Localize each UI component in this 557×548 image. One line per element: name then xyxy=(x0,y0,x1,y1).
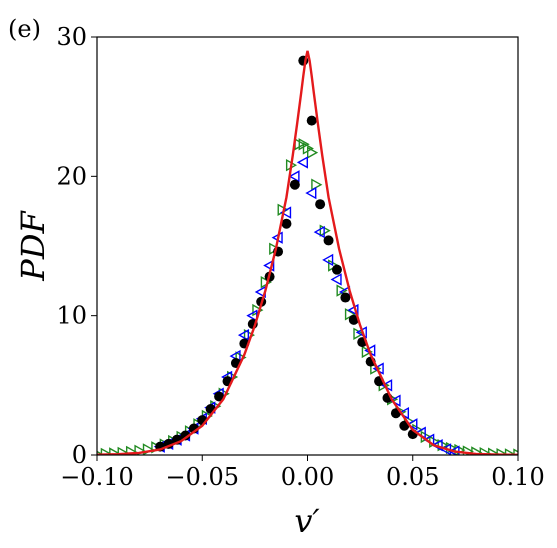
data-point-circle xyxy=(340,292,351,303)
y-tick-label: 0 xyxy=(72,441,87,469)
panel-label: (e) xyxy=(8,15,41,43)
data-point-circle xyxy=(281,218,292,229)
data-point-left-triangle xyxy=(288,170,300,183)
data-point-left-triangle xyxy=(237,328,250,342)
y-axis-label: PDF xyxy=(14,210,52,282)
data-point-right-triangle xyxy=(454,443,466,455)
y-tick-label: 10 xyxy=(56,302,87,330)
x-axis-label: v′ xyxy=(294,502,320,540)
y-tick-label: 30 xyxy=(56,23,87,51)
data-point-left-triangle xyxy=(280,206,292,219)
data-point-circle xyxy=(180,430,191,441)
data-point-left-triangle xyxy=(406,418,418,431)
data-point-circle xyxy=(306,115,317,126)
x-tick-label: 0.00 xyxy=(281,463,334,491)
data-point-circle xyxy=(214,391,225,402)
model-curve xyxy=(97,50,518,455)
x-tick-label: −0.05 xyxy=(165,463,239,491)
data-point-right-triangle xyxy=(117,446,129,455)
data-point-right-triangle xyxy=(311,178,323,191)
data-point-left-triangle xyxy=(305,186,317,200)
data-point-right-triangle xyxy=(243,328,256,342)
data-point-left-triangle xyxy=(347,303,359,317)
data-point-circle xyxy=(331,264,342,275)
data-point-circle xyxy=(289,179,300,190)
data-point-left-triangle xyxy=(263,259,275,272)
x-tick-label: 0.05 xyxy=(386,463,439,491)
data-point-right-triangle xyxy=(134,444,146,455)
y-tick-label: 20 xyxy=(56,162,87,190)
data-point-circle xyxy=(348,314,359,325)
data-point-left-triangle xyxy=(330,273,342,286)
data-point-circle xyxy=(315,199,326,210)
data-point-circle xyxy=(323,235,334,246)
data-point-left-triangle xyxy=(296,156,308,169)
data-point-right-triangle xyxy=(252,303,264,317)
model-curve-overlay xyxy=(97,51,518,455)
data-point-left-triangle xyxy=(313,225,325,239)
data-point-right-triangle xyxy=(319,224,331,237)
x-tick-label: 0.10 xyxy=(491,463,544,491)
data-point-left-triangle xyxy=(322,253,334,267)
plot-frame xyxy=(96,36,519,456)
x-tick-label: −0.10 xyxy=(60,463,134,491)
data-point-left-triangle xyxy=(431,439,443,452)
data-point-right-triangle xyxy=(307,146,319,159)
